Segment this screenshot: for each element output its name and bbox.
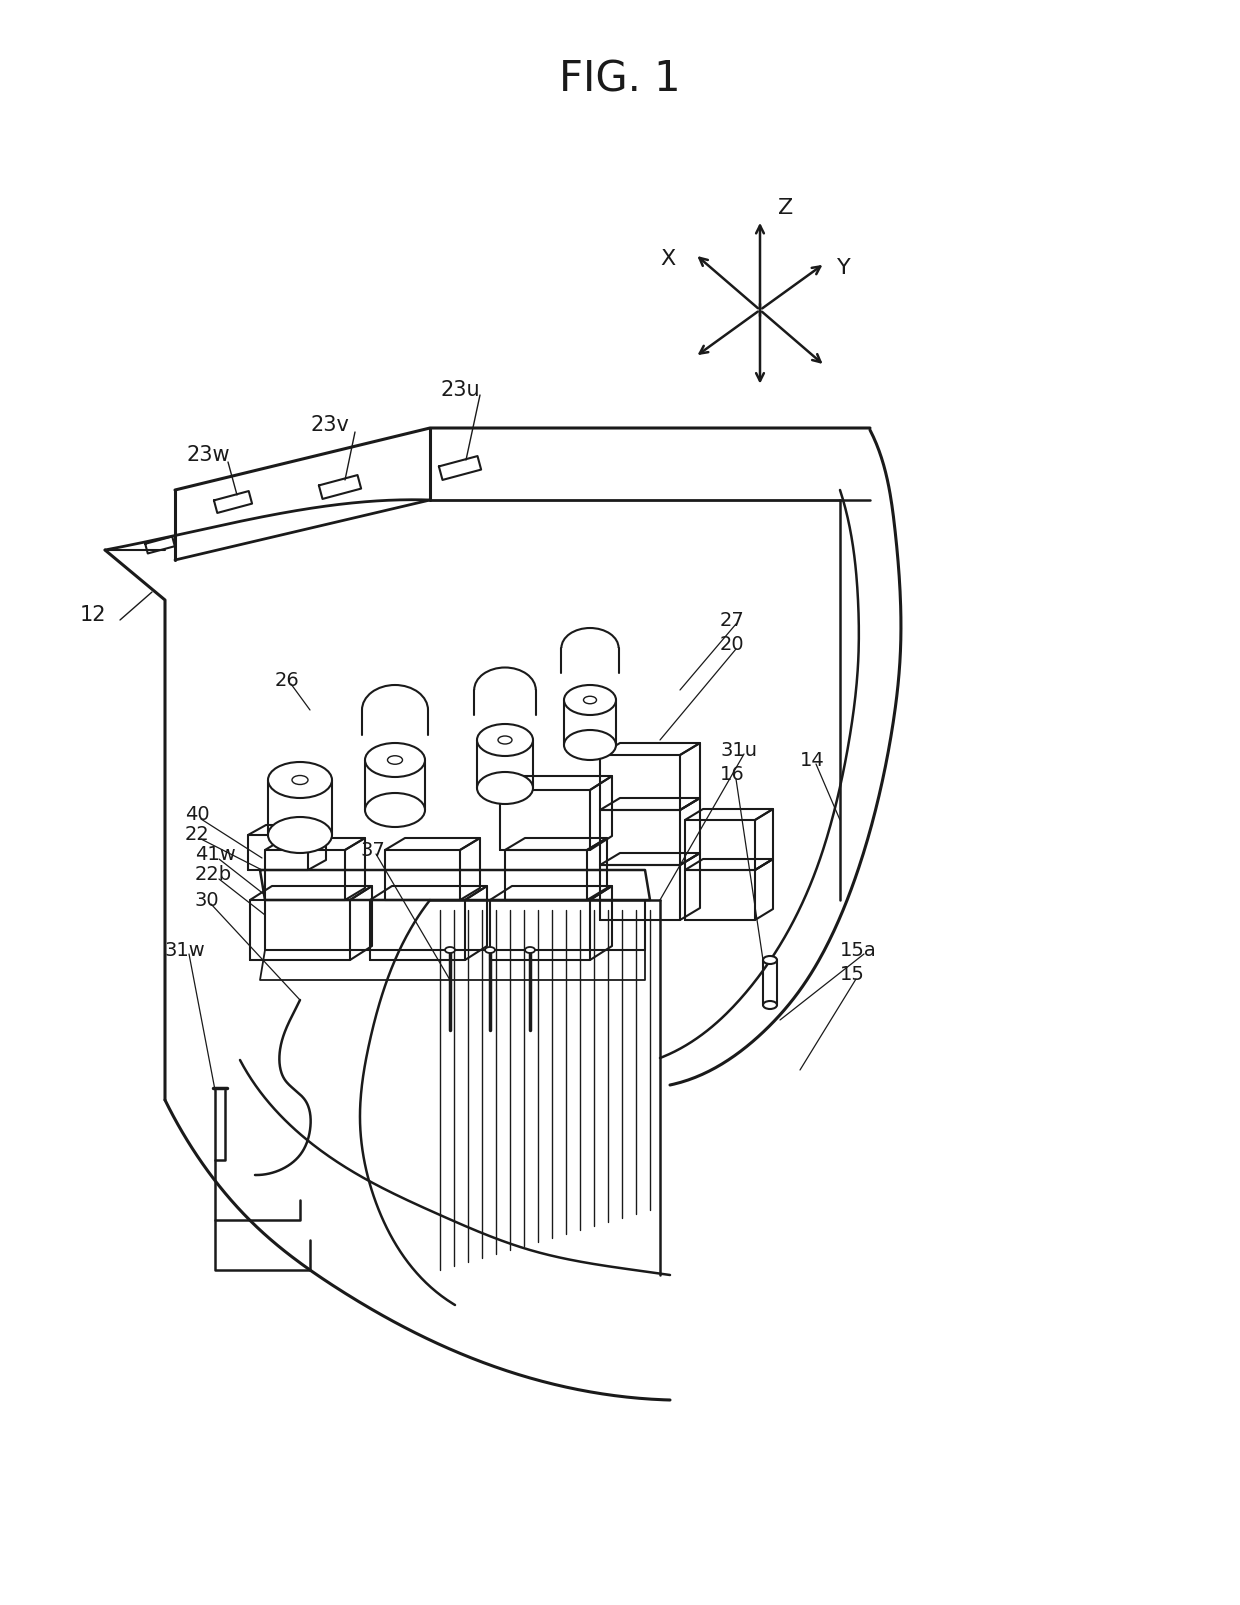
Text: 22: 22	[185, 825, 210, 844]
Text: 23w: 23w	[186, 445, 229, 465]
Text: Z: Z	[777, 197, 794, 218]
Text: 23u: 23u	[440, 380, 480, 400]
Ellipse shape	[763, 957, 777, 965]
Text: 41w: 41w	[195, 846, 236, 865]
Text: 14: 14	[800, 751, 825, 769]
Ellipse shape	[763, 1002, 777, 1010]
Ellipse shape	[365, 793, 425, 827]
Ellipse shape	[477, 772, 533, 804]
Ellipse shape	[564, 730, 616, 761]
Ellipse shape	[365, 743, 425, 777]
Ellipse shape	[445, 947, 455, 953]
Ellipse shape	[485, 947, 495, 953]
Ellipse shape	[268, 762, 332, 798]
Ellipse shape	[584, 697, 596, 703]
Ellipse shape	[525, 947, 534, 953]
Ellipse shape	[498, 737, 512, 745]
Text: 12: 12	[81, 605, 107, 624]
Text: FIG. 1: FIG. 1	[559, 59, 681, 101]
Text: 37: 37	[360, 841, 384, 860]
Ellipse shape	[564, 685, 616, 714]
Ellipse shape	[477, 724, 533, 756]
Text: 15a: 15a	[839, 941, 877, 960]
Text: 31u: 31u	[720, 740, 756, 759]
Ellipse shape	[291, 775, 308, 785]
Text: 15: 15	[839, 966, 864, 984]
Text: 22b: 22b	[195, 865, 232, 884]
Text: 23v: 23v	[310, 416, 348, 435]
Text: Y: Y	[837, 258, 851, 278]
Text: 27: 27	[720, 610, 745, 629]
Text: 40: 40	[185, 806, 210, 825]
Text: 31w: 31w	[165, 941, 206, 960]
Ellipse shape	[268, 817, 332, 852]
Ellipse shape	[387, 756, 403, 764]
Text: 20: 20	[720, 636, 745, 655]
Text: 26: 26	[275, 671, 300, 690]
Text: 30: 30	[195, 891, 219, 910]
Text: 16: 16	[720, 766, 745, 785]
Text: X: X	[660, 249, 676, 270]
